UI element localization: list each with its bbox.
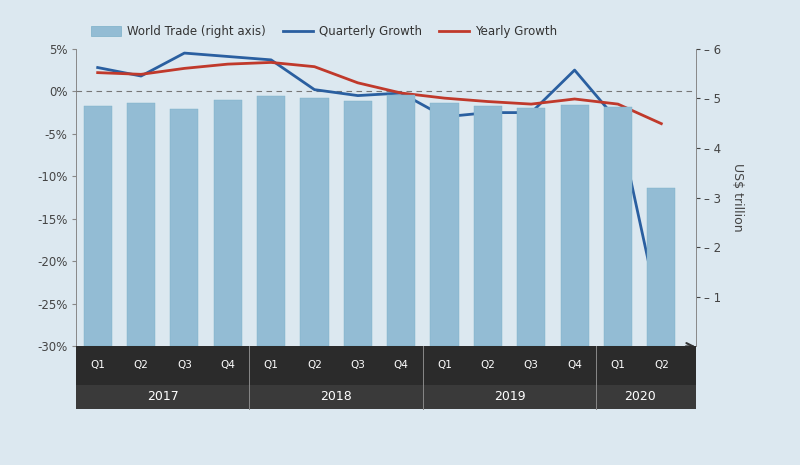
Bar	[214, 100, 242, 346]
Bar	[430, 103, 458, 346]
Text: 2018: 2018	[320, 390, 352, 403]
Text: Q2: Q2	[307, 360, 322, 370]
Text: Q1: Q1	[90, 360, 105, 370]
Text: Q2: Q2	[134, 360, 149, 370]
Bar	[604, 107, 632, 346]
Text: 2020: 2020	[624, 390, 655, 403]
Text: Q4: Q4	[394, 360, 409, 370]
Text: Q1: Q1	[437, 360, 452, 370]
Bar	[127, 103, 155, 346]
Text: 2019: 2019	[494, 390, 526, 403]
Bar	[83, 106, 112, 346]
Text: Q1: Q1	[264, 360, 278, 370]
Y-axis label: US$ trillion: US$ trillion	[730, 163, 744, 232]
Text: Q1: Q1	[610, 360, 626, 370]
Bar	[387, 95, 415, 346]
Text: Q3: Q3	[350, 360, 366, 370]
Text: Q4: Q4	[567, 360, 582, 370]
Bar	[561, 105, 589, 346]
Text: Q2: Q2	[654, 360, 669, 370]
Bar	[257, 96, 285, 346]
Text: Q3: Q3	[524, 360, 538, 370]
Bar	[647, 188, 675, 346]
Bar	[170, 109, 198, 346]
Text: 2017: 2017	[147, 390, 178, 403]
Bar	[300, 99, 329, 346]
Legend: World Trade (right axis), Quarterly Growth, Yearly Growth: World Trade (right axis), Quarterly Grow…	[86, 20, 562, 43]
Bar	[474, 106, 502, 346]
Text: Q2: Q2	[481, 360, 495, 370]
Bar	[344, 101, 372, 346]
Text: Q4: Q4	[220, 360, 235, 370]
Bar	[517, 108, 546, 346]
Text: Q3: Q3	[177, 360, 192, 370]
